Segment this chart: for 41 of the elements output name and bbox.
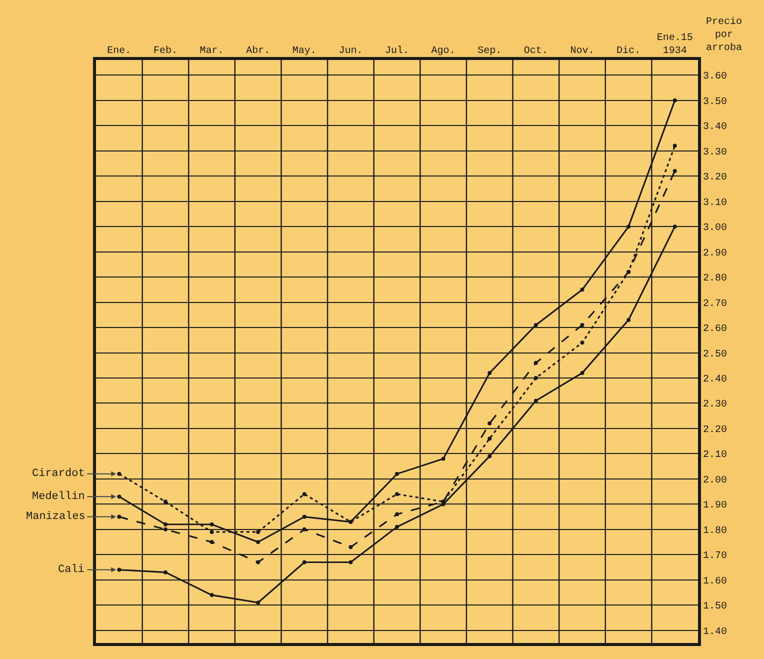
- y-tick-label: 3.00: [703, 223, 728, 234]
- y-tick-label: 2.00: [703, 475, 728, 486]
- y-tick-label: 2.90: [703, 248, 728, 260]
- x-tick-label: Ago.: [431, 46, 456, 57]
- y-tick-label: 1.90: [703, 500, 728, 512]
- y-tick-label: 2.20: [703, 424, 728, 436]
- x-tick-label: Jun.: [338, 46, 363, 57]
- text: Manizales: [26, 511, 86, 523]
- y-tick-label: 1.80: [703, 526, 728, 537]
- y-tick-label: 1.40: [703, 626, 728, 638]
- x-tick-label: Ene.15 1934: [656, 33, 693, 57]
- y-tick-label: 3.30: [703, 147, 728, 158]
- y-axis-title: Precio por arroba: [706, 16, 742, 54]
- text: Cali: [58, 564, 85, 576]
- y-tick-label: 3.50: [703, 96, 728, 108]
- y-tick-label: 3.20: [703, 172, 728, 184]
- x-tick-label: May.: [292, 46, 316, 57]
- x-tick-label: Mar.: [200, 46, 224, 57]
- x-tick-label: Feb.: [153, 45, 178, 57]
- x-tick-label: Abr.: [246, 45, 270, 57]
- y-tick-label: 3.40: [703, 122, 728, 134]
- y-tick-label: 2.80: [703, 274, 728, 285]
- y-tick-label: 2.40: [703, 374, 728, 386]
- y-tick-label: 1.60: [703, 576, 728, 588]
- y-tick-label: 3.60: [703, 72, 728, 83]
- y-tick-label: 2.60: [703, 324, 728, 336]
- x-tick-label: Oct.: [524, 46, 548, 57]
- x-tick-label: Nov.: [570, 46, 594, 57]
- y-tick-label: 3.10: [703, 198, 728, 209]
- y-tick-label: 1.70: [703, 551, 728, 562]
- text: Cirardot: [32, 468, 85, 480]
- x-tick-label: Ene.: [107, 46, 132, 57]
- x-tick-label: Jul.: [384, 45, 410, 57]
- y-tick-label: 2.30: [703, 400, 728, 411]
- text: Medellin: [32, 491, 85, 503]
- y-tick-label: 2.10: [703, 450, 728, 462]
- x-tick-label: Sep.: [478, 46, 502, 57]
- x-tick-label: Dic.: [616, 45, 641, 57]
- y-tick-label: 2.70: [703, 298, 728, 310]
- y-tick-label: 1.50: [703, 602, 728, 613]
- y-tick-label: 2.50: [703, 349, 728, 360]
